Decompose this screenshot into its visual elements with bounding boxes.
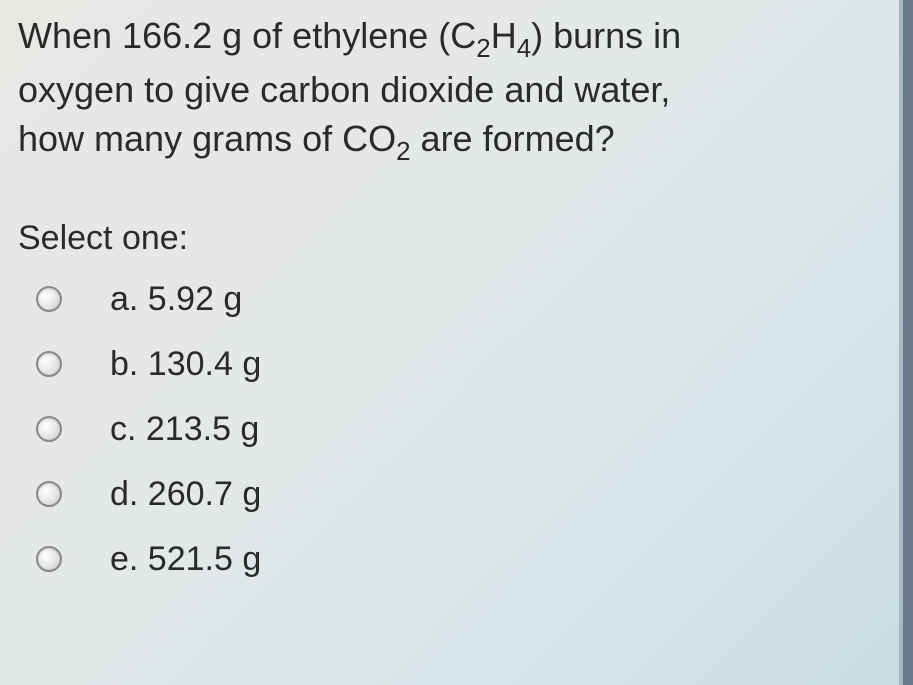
option-d-text: d. 260.7 g [110, 475, 261, 514]
question-line1-prefix: When 166.2 g of ethylene (C [18, 15, 476, 56]
option-e-row[interactable]: e. 521.5 g [36, 540, 895, 579]
subscript-co2: 2 [396, 138, 410, 166]
question-line3-prefix: how many grams of CO [18, 118, 396, 159]
option-c-row[interactable]: c. 213.5 g [36, 410, 895, 449]
radio-d[interactable] [36, 481, 62, 507]
option-a-row[interactable]: a. 5.92 g [36, 280, 895, 319]
question-container: When 166.2 g of ethylene (C2H4) burns in… [18, 12, 895, 579]
option-b-row[interactable]: b. 130.4 g [36, 345, 895, 384]
option-b-text: b. 130.4 g [110, 345, 261, 384]
question-line2: oxygen to give carbon dioxide and water, [18, 69, 670, 110]
subscript-4: 4 [517, 35, 531, 63]
question-line1-mid: H [491, 15, 517, 56]
select-one-label: Select one: [18, 219, 895, 258]
radio-c[interactable] [36, 416, 62, 442]
option-c-text: c. 213.5 g [110, 410, 259, 449]
radio-a[interactable] [36, 286, 62, 312]
option-e-text: e. 521.5 g [110, 540, 261, 579]
radio-b[interactable] [36, 351, 62, 377]
question-stem: When 166.2 g of ethylene (C2H4) burns in… [18, 12, 895, 169]
subscript-2: 2 [476, 35, 490, 63]
option-a-text: a. 5.92 g [110, 280, 242, 319]
question-line1-suffix: ) burns in [531, 15, 681, 56]
radio-e[interactable] [36, 546, 62, 572]
question-line3-suffix: are formed? [411, 118, 615, 159]
option-d-row[interactable]: d. 260.7 g [36, 475, 895, 514]
window-frame-right [899, 0, 913, 685]
options-group: a. 5.92 g b. 130.4 g c. 213.5 g d. 260.7… [18, 280, 895, 579]
